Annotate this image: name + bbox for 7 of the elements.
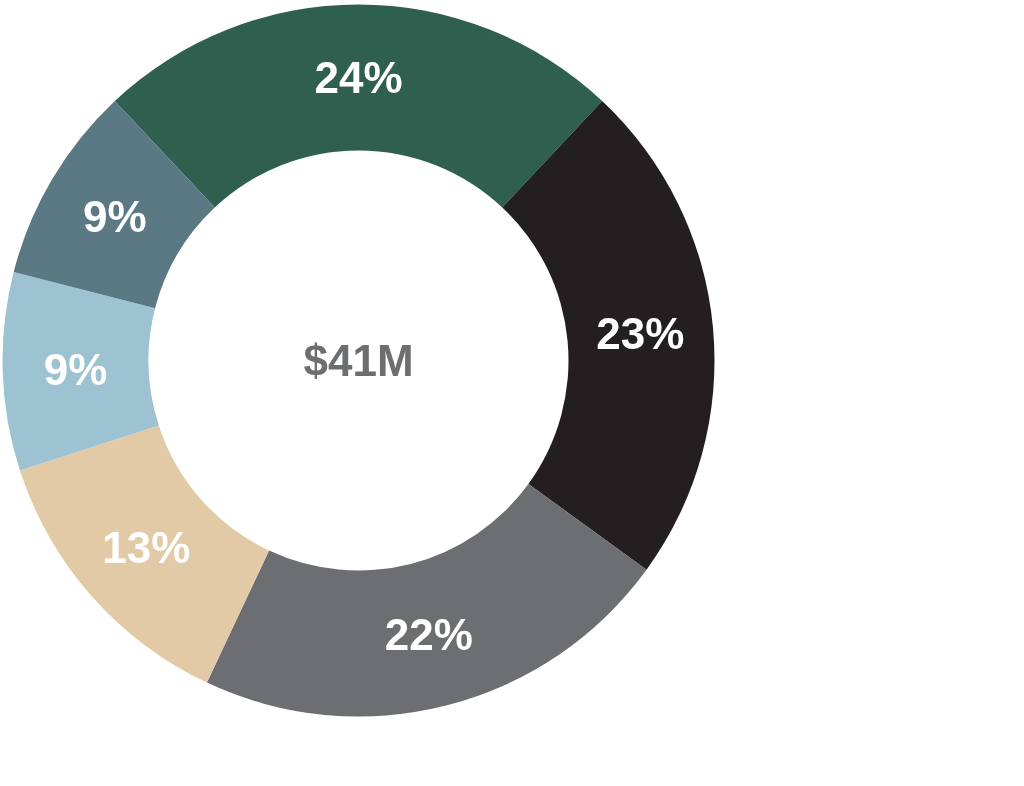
data-label: 9% (43, 344, 108, 394)
data-label: 23% (596, 309, 685, 359)
data-label: 22% (384, 610, 473, 660)
data-label: 13% (102, 523, 191, 573)
text: $41M (303, 336, 414, 385)
data-label: 9% (83, 191, 147, 241)
data-label: 24% (314, 53, 403, 102)
